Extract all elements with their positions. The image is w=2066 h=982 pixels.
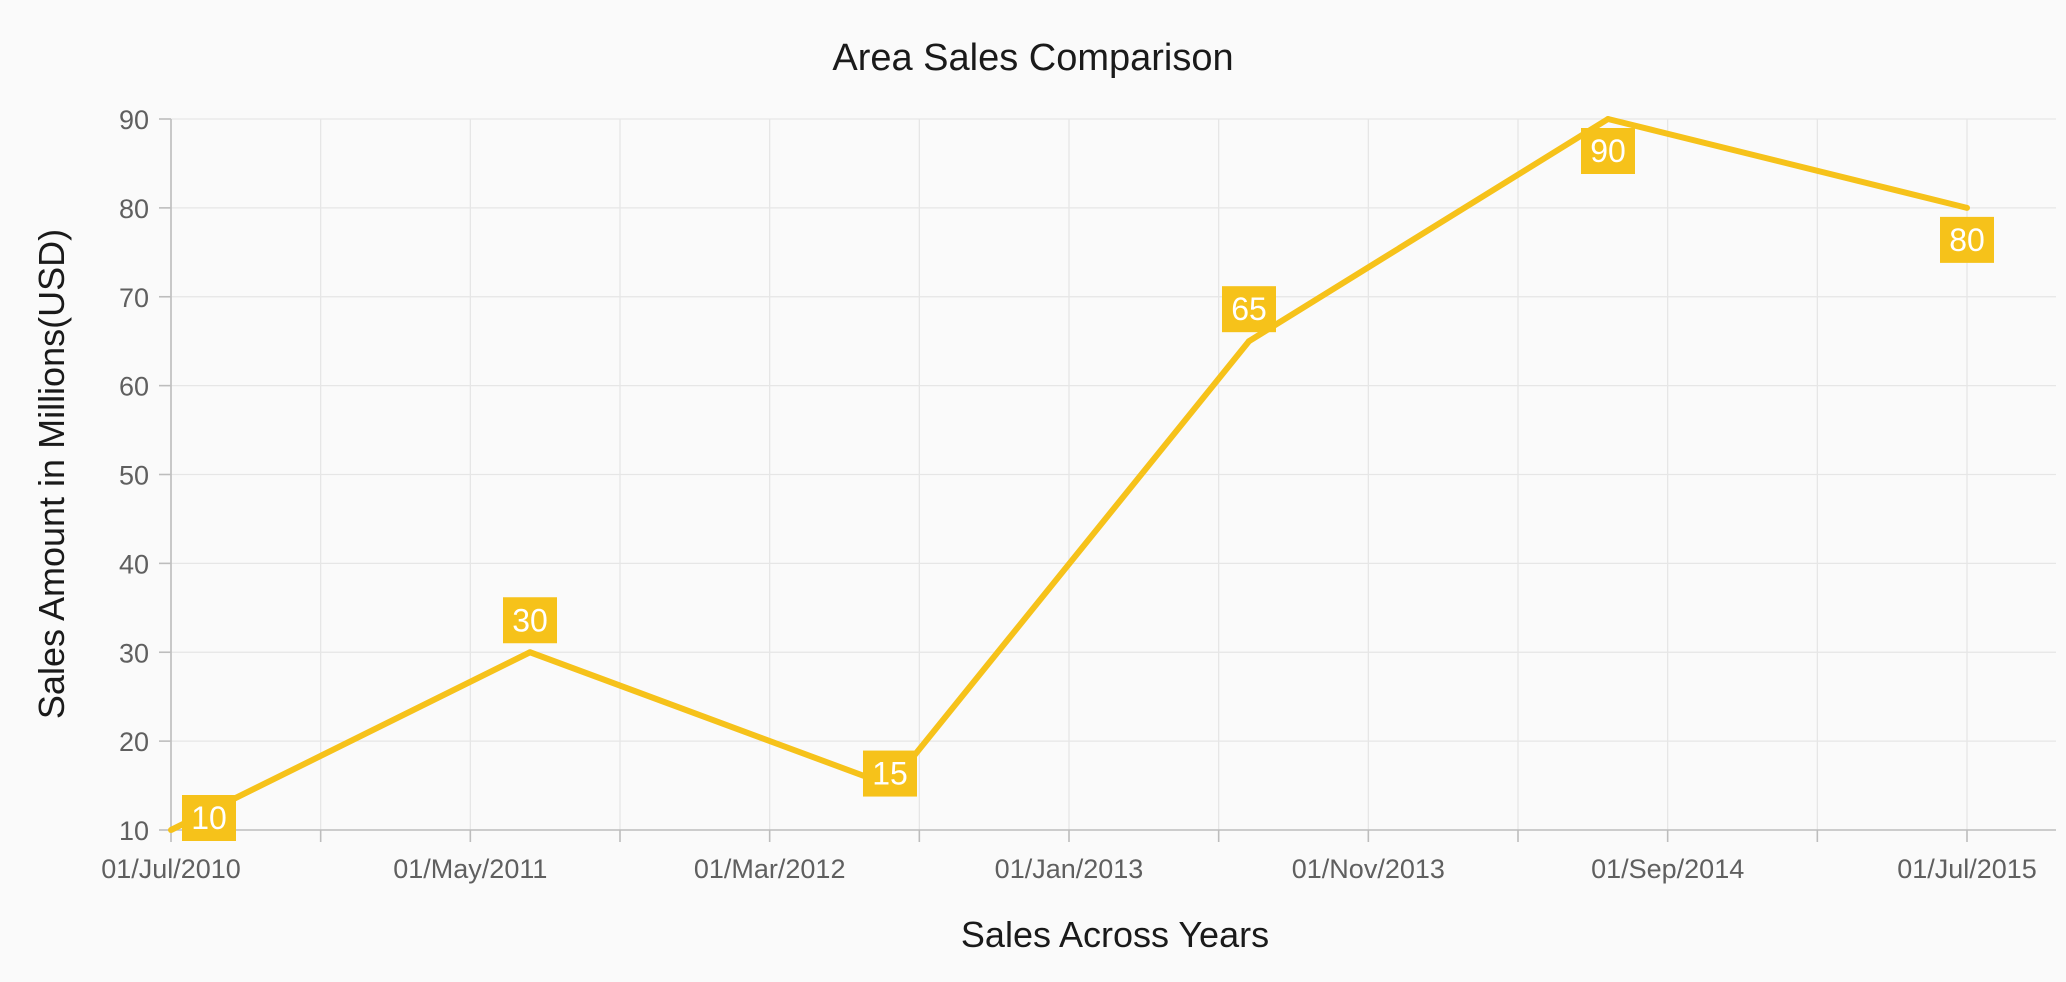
x-tick-label: 01/Jul/2015 (1897, 854, 2037, 884)
data-label: 30 (512, 602, 548, 638)
data-label-box (1940, 216, 1994, 263)
plot-area: 10 20 30 40 50 60 70 80 90 01/Jul/2010 01/May/2011… (101, 105, 2056, 884)
x-tick-label: 01/Jul/2010 (101, 854, 241, 884)
y-tick-label: 10 (119, 816, 149, 846)
series-line (169, 116, 1968, 833)
data-label-box (1580, 128, 1635, 174)
y-tick-label: 70 (119, 283, 149, 313)
y-tick-label: 90 (119, 105, 149, 135)
x-tick-label: 01/Nov/2013 (1292, 854, 1445, 884)
data-point (527, 649, 534, 656)
data-label: 90 (1590, 133, 1626, 169)
data-point (1245, 338, 1252, 345)
y-tick-label: 50 (119, 461, 149, 491)
data-point (168, 827, 174, 833)
data-label: 65 (1231, 291, 1267, 327)
x-tick-label: 01/May/2011 (393, 854, 547, 884)
y-tick-label: 40 (119, 549, 149, 579)
y-tick-label: 30 (119, 638, 149, 668)
data-label: 10 (191, 800, 227, 836)
data-label-box (503, 597, 558, 644)
x-tick-label: 01/Mar/2012 (694, 854, 846, 884)
x-axis-title: Sales Across Years (961, 914, 1269, 955)
data-label-box (1221, 286, 1276, 333)
x-tick-label: 01/Sep/2014 (1591, 854, 1744, 884)
y-axis-title: Sales Amount in Millions(USD) (31, 229, 72, 719)
data-label: 15 (872, 756, 908, 792)
data-point (1964, 204, 1970, 211)
chart-title: Area Sales Comparison (832, 37, 1233, 79)
x-tick-label: 01/Jan/2013 (995, 854, 1144, 884)
data-label: 80 (1949, 222, 1985, 258)
y-tick-label: 80 (119, 194, 149, 224)
y-tick-label: 60 (119, 372, 149, 402)
data-point (1604, 116, 1611, 122)
y-tick-label: 20 (119, 727, 149, 757)
data-label-box (182, 795, 236, 841)
data-label-box (862, 750, 917, 797)
